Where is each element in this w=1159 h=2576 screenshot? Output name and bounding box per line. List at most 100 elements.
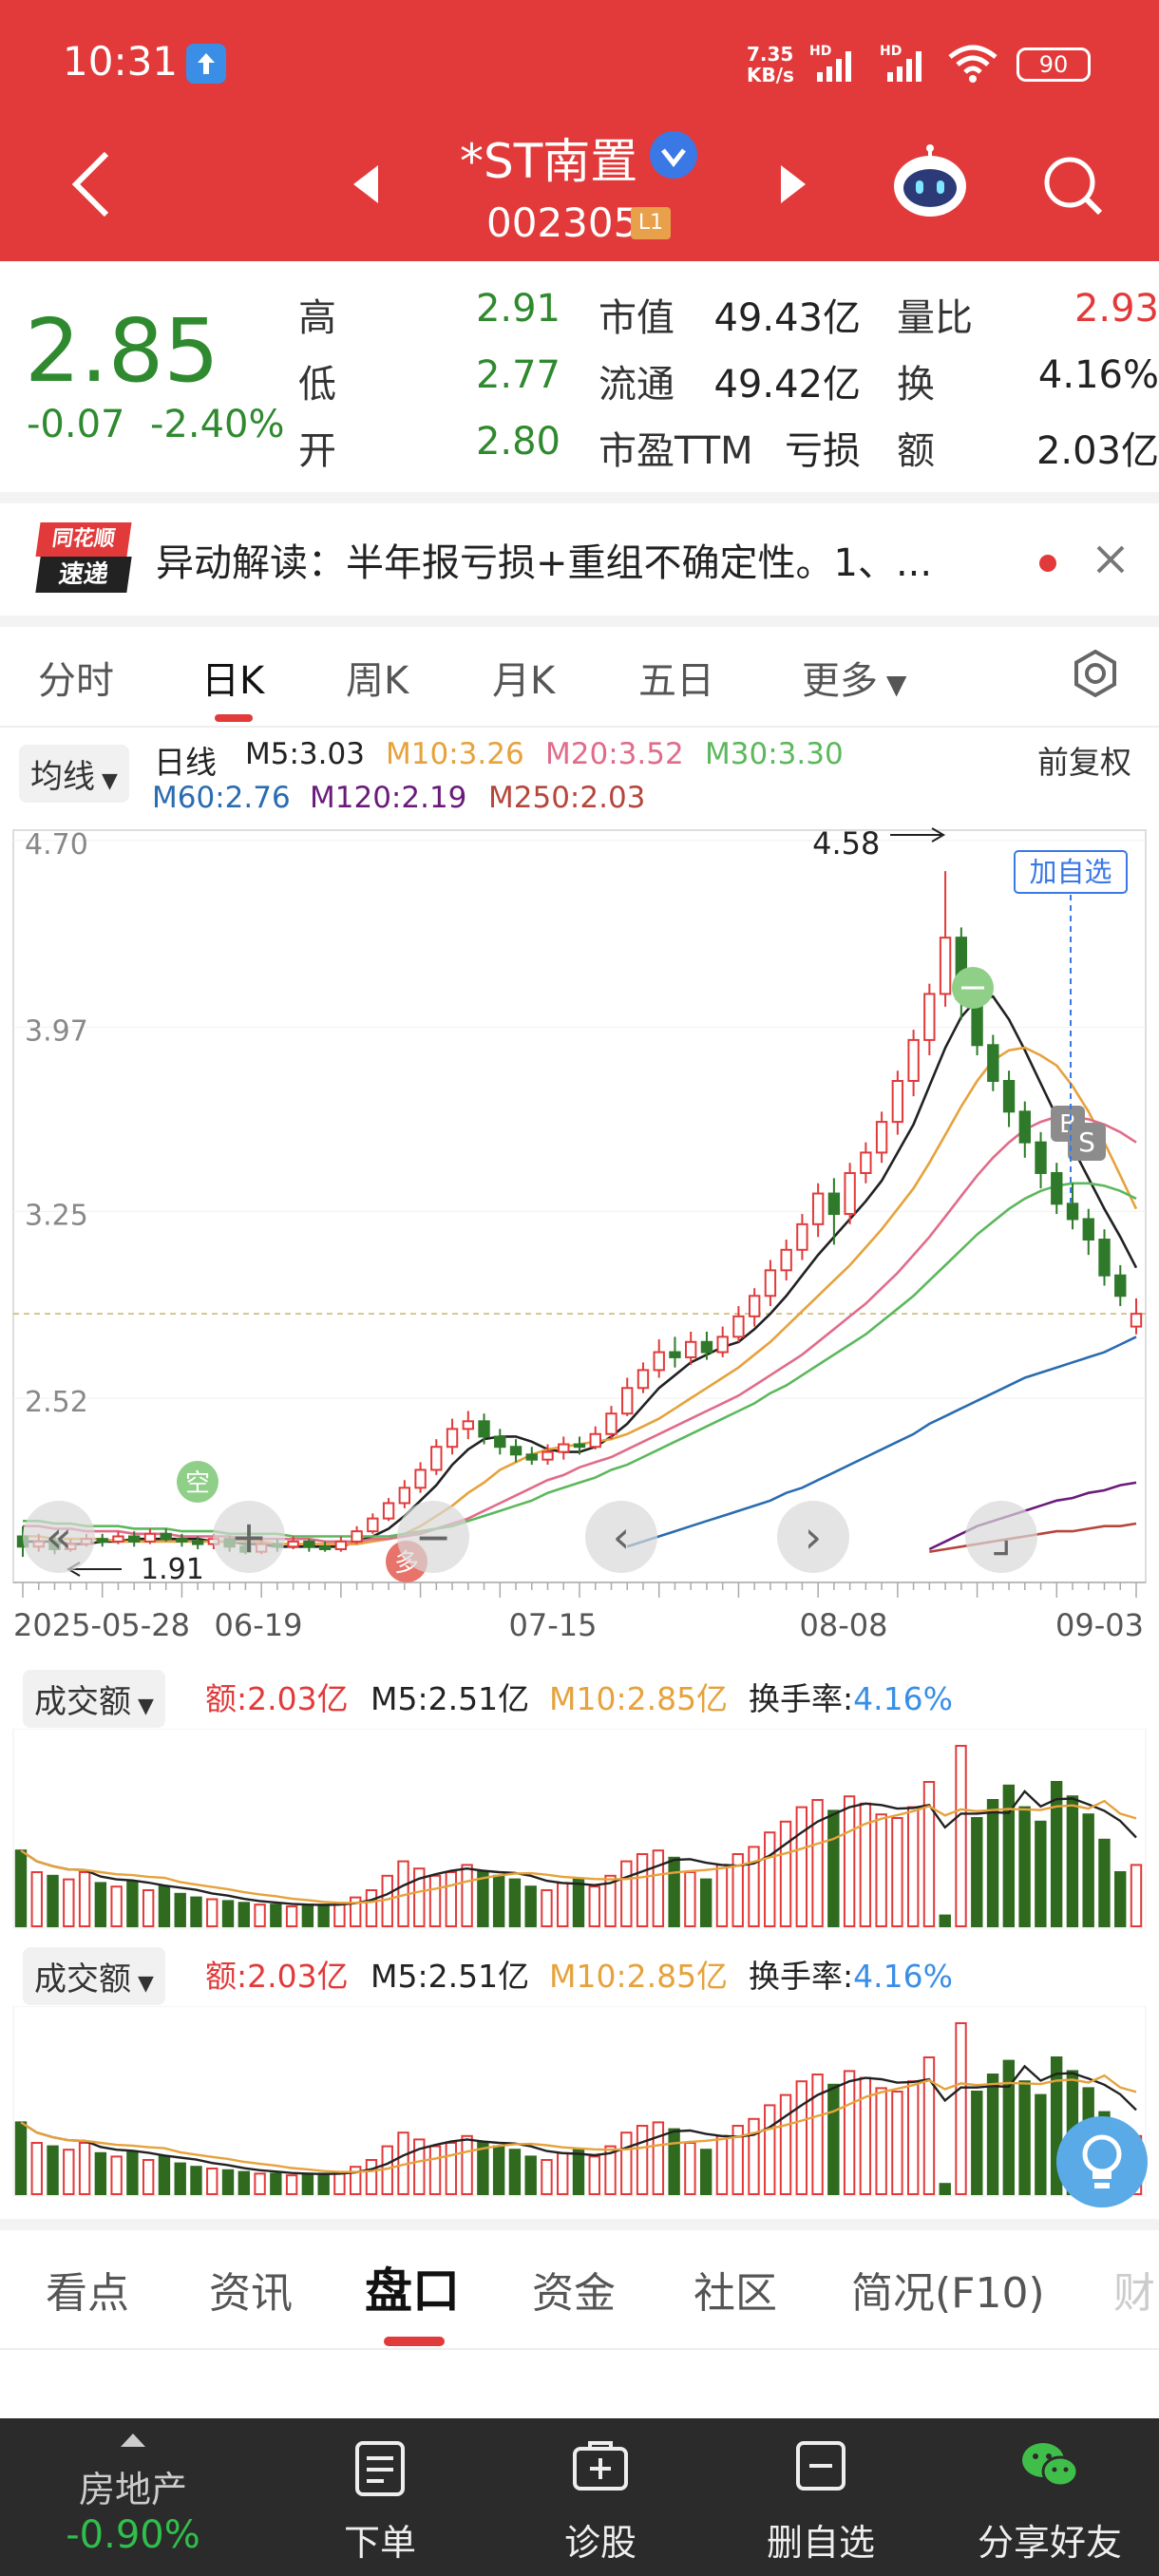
candlestick-chart[interactable]: 4.70 3.97 3.25 2.52 2025-05-28 06-19 07-15 08-… (0, 823, 1159, 1649)
close-icon[interactable] (1092, 541, 1129, 581)
volume-bar (541, 1889, 553, 1927)
order-button[interactable]: 下单 (285, 2418, 475, 2576)
wechat-icon (1022, 2443, 1079, 2488)
volume-bar (891, 1817, 903, 1927)
zoom-in-control-icon: + (231, 1511, 268, 1563)
diagnose-button[interactable]: 诊股 (505, 2418, 695, 2576)
volume-bar (955, 1745, 967, 1927)
search-icon[interactable] (1039, 152, 1106, 222)
prev-stock-icon[interactable] (350, 163, 382, 209)
fast-back-control[interactable] (23, 1501, 95, 1573)
adjust-label[interactable]: 前复权 (1037, 744, 1131, 781)
scroll-right-control[interactable] (777, 1501, 849, 1573)
volume-bar (254, 2172, 266, 2195)
tab-news[interactable]: 资讯 (209, 2269, 293, 2318)
candle-body (732, 1315, 745, 1338)
news-banner[interactable]: 同花顺 速递 异动解读：半年报亏损+重组不确定性。1、... (0, 503, 1159, 616)
candle (351, 1525, 363, 1544)
active-tab-indicator (215, 714, 253, 722)
volume-ma5-line (20, 1790, 1137, 1906)
sell-tag[interactable] (1068, 1123, 1106, 1161)
volume-bar (317, 1904, 330, 1927)
ma60-legend: M60:2.76 (152, 781, 291, 815)
volume-bar (939, 2183, 951, 2195)
candle (1114, 1264, 1127, 1307)
y-tick-label: 2.52 (25, 1386, 88, 1419)
candle (748, 1288, 761, 1327)
sector-indicator[interactable]: 房地产 -0.90% (19, 2418, 247, 2576)
scroll-left-control[interactable] (585, 1501, 657, 1573)
fullscreen-control[interactable] (965, 1501, 1037, 1573)
volume-bar (1098, 1838, 1111, 1927)
candle (716, 1326, 729, 1357)
candle (542, 1444, 554, 1466)
volume-bar (922, 2056, 936, 2195)
x-tick-label: 06-19 (215, 1607, 303, 1643)
tab-f10[interactable]: 简况(F10) (851, 2269, 1045, 2318)
tab-order-book[interactable]: 盘口 (365, 2263, 460, 2319)
volume-bar (94, 2151, 107, 2196)
ma-line-m20 (23, 1115, 1137, 1544)
candle (334, 1536, 348, 1552)
tab-five-day[interactable]: 五日 (638, 659, 714, 703)
volume-selector[interactable]: 成交额 ▼ (23, 1670, 165, 1728)
ma-mode-select[interactable]: 均线 ▼ (19, 745, 129, 803)
divider (0, 2219, 1159, 2230)
candle-body (128, 1535, 141, 1543)
next-stock-icon[interactable] (777, 163, 809, 209)
volume-selector[interactable]: 成交额 ▼ (23, 1947, 165, 2005)
x-tick-label: 09-03 (1055, 1607, 1144, 1643)
candle (1098, 1229, 1111, 1286)
float-cap-value: 49.42亿 (713, 363, 861, 407)
candle (636, 1362, 650, 1393)
volume-bar (1002, 1784, 1016, 1927)
tab-community[interactable]: 社区 (694, 2269, 777, 2318)
level-badge: L1 (631, 207, 671, 239)
ma30-legend: M30:3.30 (705, 737, 844, 771)
tab-highlights[interactable]: 看点 (46, 2269, 129, 2318)
volume-bar (811, 1799, 824, 1927)
candle-body (923, 993, 936, 1041)
zoom-out-control[interactable] (397, 1501, 469, 1573)
back-arrow-icon[interactable] (68, 148, 114, 224)
low-value: 2.77 (475, 353, 560, 397)
tab-funds[interactable]: 资金 (532, 2269, 616, 2318)
volume-bar (715, 2134, 729, 2196)
candle (128, 1531, 141, 1547)
short-signal-marker[interactable] (177, 1461, 218, 1503)
volume-bar (317, 2172, 330, 2195)
candle-body (748, 1295, 761, 1317)
candle (1082, 1208, 1094, 1256)
tab-monthly-k[interactable]: 月K (492, 659, 556, 703)
lightbulb-icon[interactable] (1056, 2116, 1148, 2207)
volume-chart-1[interactable] (0, 1729, 1159, 1938)
volume-bar (477, 1871, 489, 1927)
tab-weekly-k[interactable]: 周K (346, 659, 409, 703)
volume-bar (922, 1781, 936, 1927)
add-watch-button[interactable] (1014, 850, 1128, 894)
net-speed: 7.35 KB/s (747, 43, 794, 86)
ma120-legend: M120:2.19 (310, 781, 467, 815)
volume-bar (732, 1853, 744, 1927)
candle-body (1114, 1274, 1127, 1297)
volume-bar (907, 2080, 920, 2195)
volume-bar (1002, 2059, 1016, 2195)
candle-body (398, 1487, 411, 1505)
candle-body (1018, 1110, 1031, 1144)
share-button[interactable]: 分享好友 (950, 2418, 1150, 2576)
tab-finance[interactable]: 财 (1113, 2269, 1155, 2318)
tab-daily-k[interactable]: 日K (201, 659, 265, 703)
tab-more[interactable]: 更多 ▼ (802, 659, 907, 703)
volume-chart-2[interactable] (0, 2006, 1159, 2204)
volume-bar (1035, 2093, 1047, 2195)
settings-icon[interactable] (1070, 648, 1121, 703)
remove-watch-button[interactable]: 删自选 (726, 2418, 916, 2576)
robot-assistant-icon[interactable] (891, 144, 969, 224)
volume-bar (779, 2093, 792, 2195)
candle-body (669, 1351, 681, 1358)
tab-intraday[interactable]: 分时 (38, 659, 114, 703)
volume-bar (986, 2074, 999, 2195)
zoom-in-control[interactable] (213, 1501, 285, 1573)
candle (621, 1377, 634, 1416)
candle-body (287, 1540, 299, 1548)
